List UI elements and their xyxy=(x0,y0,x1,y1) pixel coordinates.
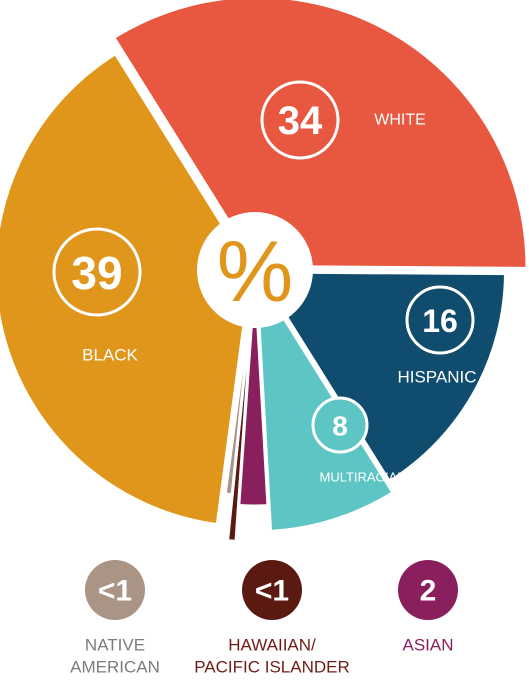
value-badge xyxy=(405,285,475,355)
category-label: MULTIRACIAL xyxy=(320,470,405,485)
value-badge xyxy=(85,560,145,620)
category-label: BLACK xyxy=(82,346,138,365)
value-label: <1 xyxy=(98,575,132,608)
value-badge xyxy=(260,80,340,160)
category-label: WHITE xyxy=(374,112,426,129)
value-badge xyxy=(311,396,369,454)
value-label: 34 xyxy=(278,99,323,143)
category-label: NATIVE xyxy=(85,636,145,655)
category-label: ASIAN xyxy=(402,636,453,655)
category-label: PACIFIC ISLANDER xyxy=(194,658,350,677)
value-badge xyxy=(398,560,458,620)
pie-slice xyxy=(223,273,257,497)
value-label: 8 xyxy=(332,411,348,442)
value-label: 16 xyxy=(422,303,458,339)
category-label: AMERICAN xyxy=(70,658,160,677)
value-badge xyxy=(52,227,142,317)
value-label: <1 xyxy=(255,575,289,608)
category-label: HISPANIC xyxy=(397,368,476,387)
center-circle xyxy=(197,212,313,328)
value-badge xyxy=(242,560,302,620)
category-label: HAWAIIAN/ xyxy=(228,636,316,655)
value-label: 39 xyxy=(71,247,122,299)
center-label: % xyxy=(217,224,293,320)
value-label: 2 xyxy=(420,575,437,608)
